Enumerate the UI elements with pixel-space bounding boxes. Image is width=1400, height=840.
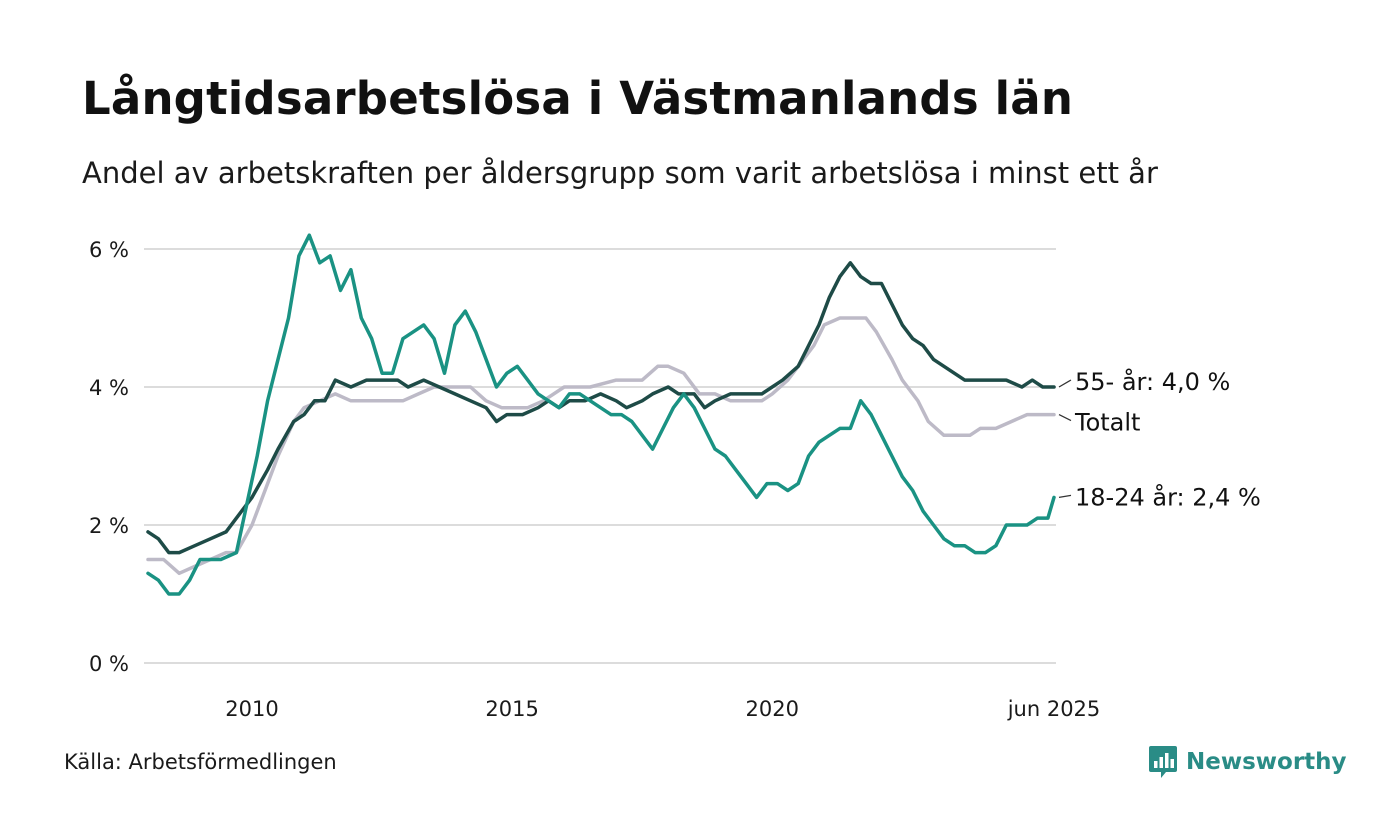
end-labels: Totalt 55- år: 4,0 % 18-24 år: 2,4 % (1058, 367, 1261, 511)
end-label-leader (1058, 379, 1072, 388)
series-end-label: 55- år: 4,0 % (1075, 367, 1230, 396)
series-end-label: Totalt (1074, 409, 1140, 437)
source-note: Källa: Arbetsförmedlingen (64, 750, 337, 774)
series-layer (146, 233, 1056, 596)
x-tick-label: 2015 (485, 697, 538, 721)
series-end-label: 18-24 år: 2,4 % (1075, 482, 1261, 511)
page-subtitle: Andel av arbetskraften per åldersgrupp s… (82, 156, 1158, 190)
series-line (146, 316, 1056, 576)
x-axis: 2010 2015 2020 jun 2025 (225, 697, 1100, 721)
x-tick-label: 2020 (746, 697, 799, 721)
y-tick-label: 6 % (89, 238, 129, 262)
grid-layer (144, 248, 1056, 664)
brand: Newsworthy (1148, 744, 1347, 780)
page-title: Långtidsarbetslösa i Västmanlands län (82, 72, 1074, 125)
y-tick-label: 2 % (89, 514, 129, 538)
series-line (146, 261, 1056, 555)
series-line (146, 233, 1056, 596)
end-label-leader (1058, 494, 1072, 499)
y-axis: 0 % 2 % 4 % 6 % (89, 238, 129, 676)
x-tick-label: 2010 (225, 697, 278, 721)
end-label-leader (1058, 414, 1072, 422)
brand-name: Newsworthy (1186, 749, 1347, 775)
y-tick-label: 0 % (89, 652, 129, 676)
newsworthy-logo-icon (1149, 746, 1177, 778)
y-tick-label: 4 % (89, 376, 129, 400)
x-tick-label: jun 2025 (1007, 697, 1101, 721)
